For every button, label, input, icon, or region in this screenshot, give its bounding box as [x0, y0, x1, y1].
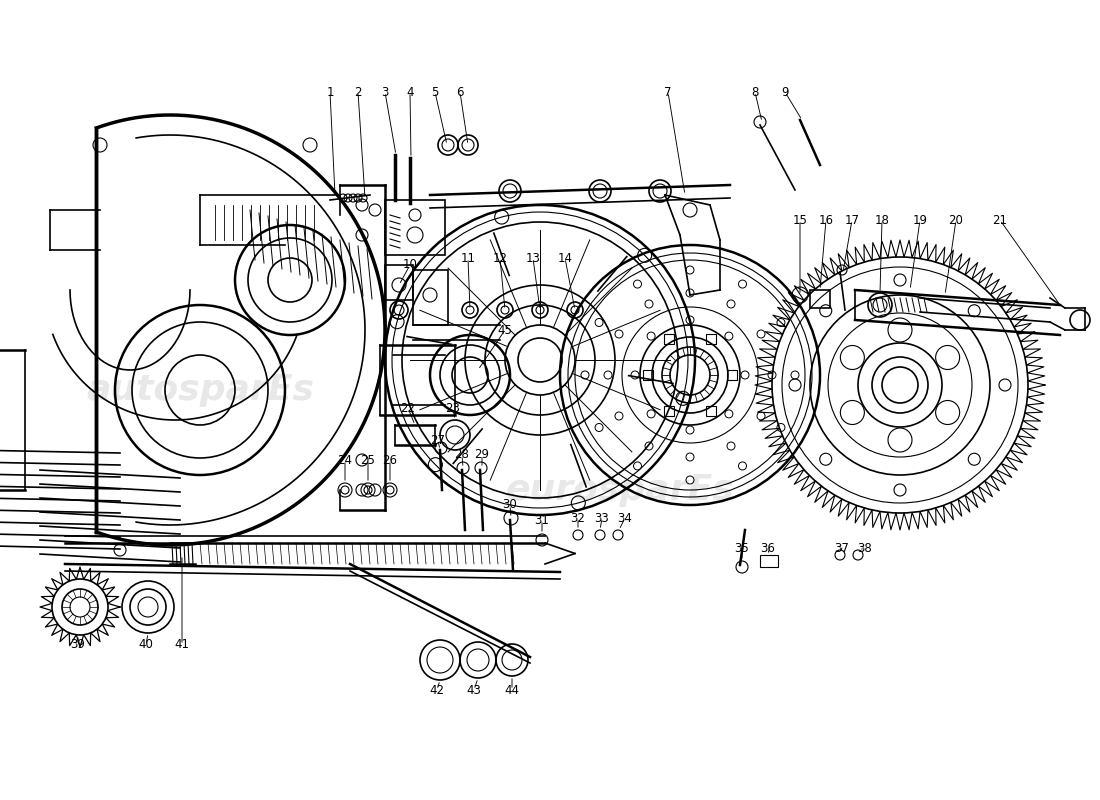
- Bar: [760, 555, 778, 567]
- Text: 34: 34: [617, 511, 632, 525]
- Text: 40: 40: [139, 638, 153, 651]
- Text: 5: 5: [431, 86, 439, 98]
- Text: 39: 39: [70, 638, 86, 651]
- Text: 33: 33: [595, 511, 609, 525]
- Bar: [727, 370, 737, 380]
- Text: 8: 8: [751, 86, 759, 98]
- Text: 10: 10: [403, 258, 417, 271]
- Text: 27: 27: [430, 434, 446, 446]
- Text: 3: 3: [382, 86, 388, 98]
- Text: 42: 42: [429, 683, 444, 697]
- Bar: [385, 200, 446, 255]
- Text: 20: 20: [948, 214, 964, 226]
- Text: 24: 24: [338, 454, 352, 466]
- Text: 17: 17: [845, 214, 859, 226]
- Text: 45: 45: [497, 323, 513, 337]
- Text: 30: 30: [503, 498, 517, 511]
- Text: 13: 13: [526, 251, 540, 265]
- Bar: [706, 334, 716, 344]
- Text: 6: 6: [456, 86, 464, 98]
- Text: 1: 1: [327, 86, 333, 98]
- Bar: [664, 334, 674, 344]
- Bar: [412, 270, 448, 325]
- Text: 9: 9: [781, 86, 789, 98]
- Text: 12: 12: [493, 251, 507, 265]
- Text: 4: 4: [406, 86, 414, 98]
- Text: 38: 38: [858, 542, 872, 554]
- Text: 22: 22: [400, 402, 416, 414]
- Text: 7: 7: [664, 86, 672, 98]
- Text: autosparEs: autosparEs: [86, 373, 313, 407]
- Text: 2: 2: [354, 86, 362, 98]
- Text: 32: 32: [571, 511, 585, 525]
- Text: 25: 25: [361, 454, 375, 466]
- Text: 15: 15: [793, 214, 807, 226]
- Bar: [385, 265, 412, 300]
- Text: 19: 19: [913, 214, 927, 226]
- Bar: [810, 290, 830, 308]
- Bar: [664, 406, 674, 416]
- Text: 36: 36: [760, 542, 775, 554]
- Text: 14: 14: [558, 251, 572, 265]
- Text: 37: 37: [835, 542, 849, 554]
- Text: 21: 21: [992, 214, 1008, 226]
- Text: 16: 16: [818, 214, 834, 226]
- Text: 23: 23: [446, 402, 461, 414]
- Text: 29: 29: [474, 449, 490, 462]
- Text: 11: 11: [461, 251, 475, 265]
- Bar: [706, 406, 716, 416]
- Text: 26: 26: [383, 454, 397, 466]
- Text: 31: 31: [535, 514, 549, 526]
- Bar: [644, 370, 653, 380]
- Text: 43: 43: [466, 683, 482, 697]
- Text: 44: 44: [505, 683, 519, 697]
- Text: 41: 41: [175, 638, 189, 651]
- Text: eurosparEs: eurosparEs: [506, 473, 735, 507]
- Text: 18: 18: [874, 214, 890, 226]
- Text: 28: 28: [454, 449, 470, 462]
- Text: 35: 35: [735, 542, 749, 554]
